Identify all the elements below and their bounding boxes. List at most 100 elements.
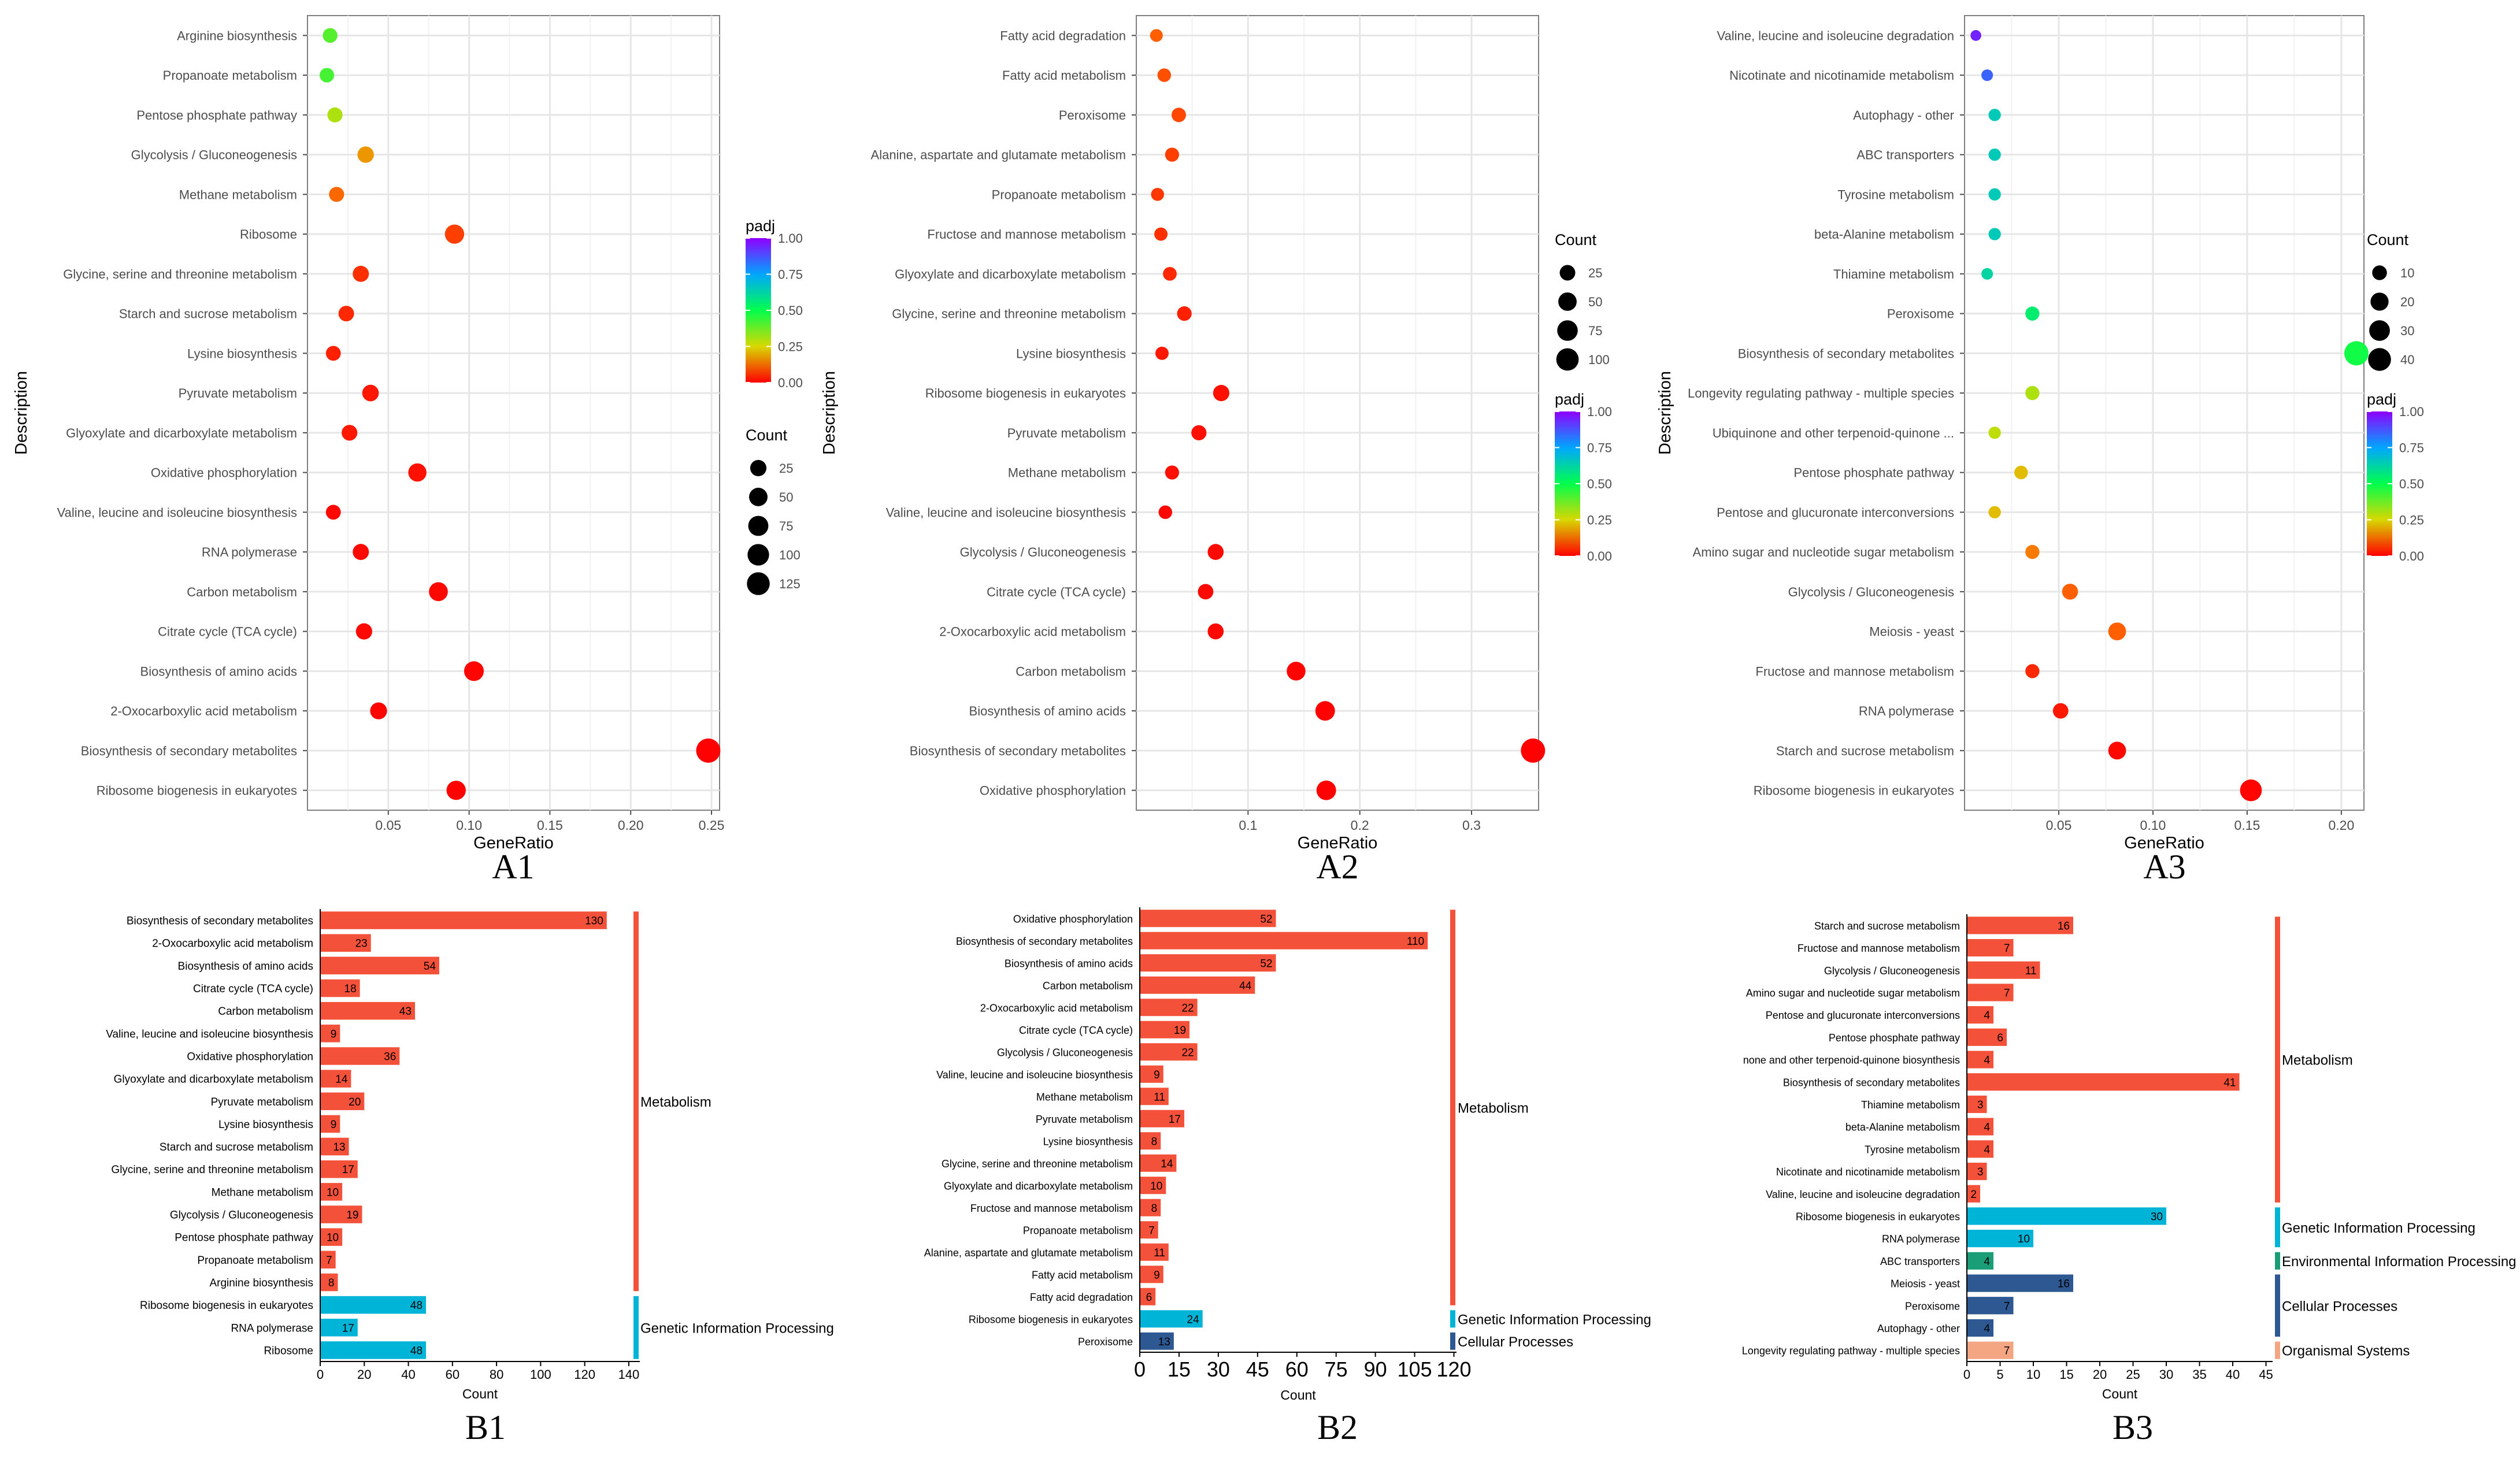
category-label: Lysine biosynthesis bbox=[1043, 1136, 1133, 1147]
x-axis-title: Count bbox=[2102, 1386, 2138, 1401]
color-legend-label: 0.25 bbox=[778, 340, 803, 354]
size-legend-label: 25 bbox=[1588, 266, 1602, 280]
category-label: Lysine biosynthesis bbox=[218, 1119, 313, 1131]
dot bbox=[325, 504, 341, 520]
size-legend-dot bbox=[749, 488, 768, 506]
bar-value-label: 11 bbox=[1154, 1091, 1165, 1103]
dot bbox=[327, 107, 343, 123]
bar bbox=[1967, 1051, 1993, 1069]
group-strip bbox=[1450, 910, 1455, 1305]
x-axis-title: GeneRatio bbox=[1298, 834, 1378, 852]
category-label: 2-Oxocarboxylic acid metabolism bbox=[152, 938, 313, 950]
category-label: Pyruvate metabolism bbox=[1036, 1114, 1133, 1125]
x-tick-label: 0.3 bbox=[1462, 818, 1481, 833]
category-label: Glycolysis / Gluconeogenesis bbox=[170, 1210, 313, 1222]
category-label: Glycolysis / Gluconeogenesis bbox=[960, 545, 1126, 559]
bar-value-label: 44 bbox=[1239, 980, 1252, 992]
plot-panel bbox=[307, 15, 720, 811]
color-legend-label: 0.75 bbox=[1587, 441, 1612, 455]
category-label: Carbon metabolism bbox=[1043, 980, 1133, 992]
x-tick-label: 0.05 bbox=[375, 818, 401, 833]
size-legend-dot bbox=[1556, 348, 1579, 371]
size-legend-dot bbox=[747, 572, 770, 595]
group-strip bbox=[633, 1296, 639, 1359]
x-tick-label: 0.25 bbox=[699, 818, 725, 833]
x-tick-label: 25 bbox=[2126, 1367, 2140, 1382]
category-label: Fructose and mannose metabolism bbox=[927, 227, 1126, 242]
category-label: RNA polymerase bbox=[1882, 1233, 1960, 1245]
bar-value-label: 130 bbox=[585, 915, 603, 928]
bar-value-label: 9 bbox=[331, 1119, 337, 1131]
dot bbox=[1191, 425, 1207, 440]
color-legend-label: 0.75 bbox=[2399, 441, 2424, 455]
category-label: Valine, leucine and isoleucine degradati… bbox=[1766, 1189, 1960, 1200]
group-strip bbox=[633, 911, 639, 1292]
category-label: Thiamine metabolism bbox=[1861, 1099, 1960, 1111]
category-label: Valine, leucine and isoleucine biosynthe… bbox=[886, 505, 1126, 520]
dot bbox=[1150, 29, 1163, 42]
bar bbox=[1967, 1297, 2014, 1315]
category-label: Biosynthesis of amino acids bbox=[178, 960, 313, 973]
size-legend-label: 100 bbox=[1588, 353, 1610, 367]
dot bbox=[1315, 701, 1335, 721]
barplot-b3: 16 Starch and sucrose metabolism 7 Fructose… bbox=[1742, 914, 2517, 1446]
category-label: 2-Oxocarboxylic acid metabolism bbox=[939, 625, 1126, 639]
bar bbox=[320, 1070, 351, 1088]
bar bbox=[1967, 1095, 1987, 1114]
bar-value-label: 4 bbox=[1984, 1010, 1990, 1022]
category-label: Fatty acid degradation bbox=[1000, 28, 1126, 43]
size-legend-label: 25 bbox=[779, 461, 793, 476]
x-tick-label: 0.2 bbox=[1351, 818, 1369, 833]
group-label: Genetic Information Processing bbox=[1458, 1312, 1651, 1327]
category-label: Biosynthesis of amino acids bbox=[140, 664, 297, 678]
category-label: Arginine biosynthesis bbox=[209, 1277, 313, 1289]
group-strip bbox=[2275, 917, 2280, 1203]
category-label: Fatty acid metabolism bbox=[1002, 68, 1126, 83]
bar bbox=[1967, 984, 2014, 1001]
plot-panel bbox=[1964, 15, 2365, 811]
color-legend-title: padj bbox=[1555, 391, 1584, 408]
bar bbox=[320, 911, 607, 929]
color-legend-label: 0.25 bbox=[1587, 513, 1612, 528]
category-label: Starch and sucrose metabolism bbox=[1814, 920, 1960, 932]
category-label: Glyoxylate and dicarboxylate metabolism bbox=[895, 267, 1126, 281]
bar-value-label: 7 bbox=[2004, 1300, 2010, 1312]
bar bbox=[320, 956, 439, 975]
bar bbox=[320, 1160, 358, 1178]
dot bbox=[408, 463, 427, 482]
category-label: Glycolysis / Gluconeogenesis bbox=[1788, 585, 1954, 599]
category-label: Fructose and mannose metabolism bbox=[970, 1203, 1133, 1214]
category-label: Propanoate metabolism bbox=[163, 68, 297, 83]
dot bbox=[1213, 385, 1230, 402]
dot bbox=[370, 702, 387, 719]
x-tick-label: 0 bbox=[317, 1367, 324, 1382]
category-label: Arginine biosynthesis bbox=[177, 28, 297, 43]
x-tick-label: 105 bbox=[1397, 1357, 1432, 1381]
dot bbox=[362, 384, 379, 402]
category-label: Lysine biosynthesis bbox=[187, 346, 297, 361]
category-label: Methane metabolism bbox=[179, 187, 297, 202]
category-label: Oxidative phosphorylation bbox=[151, 466, 297, 480]
group-label: Cellular Processes bbox=[1458, 1334, 1573, 1350]
bar bbox=[1140, 1021, 1190, 1038]
category-label: Nicotinate and nicotinamide metabolism bbox=[1776, 1166, 1960, 1178]
bar bbox=[1967, 1006, 1993, 1024]
bar-value-label: 52 bbox=[1260, 913, 1272, 925]
category-label: Ribosome biogenesis in eukaryotes bbox=[925, 386, 1126, 400]
category-label: Oxidative phosphorylation bbox=[187, 1051, 313, 1063]
dot bbox=[1316, 780, 1336, 800]
dot bbox=[2108, 741, 2126, 760]
category-label: Meiosis - yeast bbox=[1869, 625, 1954, 639]
category-label: Citrate cycle (TCA cycle) bbox=[158, 625, 297, 639]
size-legend-dot bbox=[2370, 292, 2389, 311]
category-label: Glycine, serine and threonine metabolism bbox=[111, 1164, 313, 1176]
bar-value-label: 19 bbox=[1174, 1025, 1186, 1037]
category-label: Citrate cycle (TCA cycle) bbox=[193, 983, 313, 995]
category-label: Valine, leucine and isoleucine degradati… bbox=[1717, 28, 1954, 43]
group-label: Genetic Information Processing bbox=[2282, 1220, 2475, 1236]
x-axis-title: GeneRatio bbox=[2124, 834, 2204, 852]
bar-value-label: 10 bbox=[327, 1232, 339, 1244]
bar-value-label: 22 bbox=[1181, 1047, 1194, 1059]
bar bbox=[1140, 1266, 1163, 1283]
